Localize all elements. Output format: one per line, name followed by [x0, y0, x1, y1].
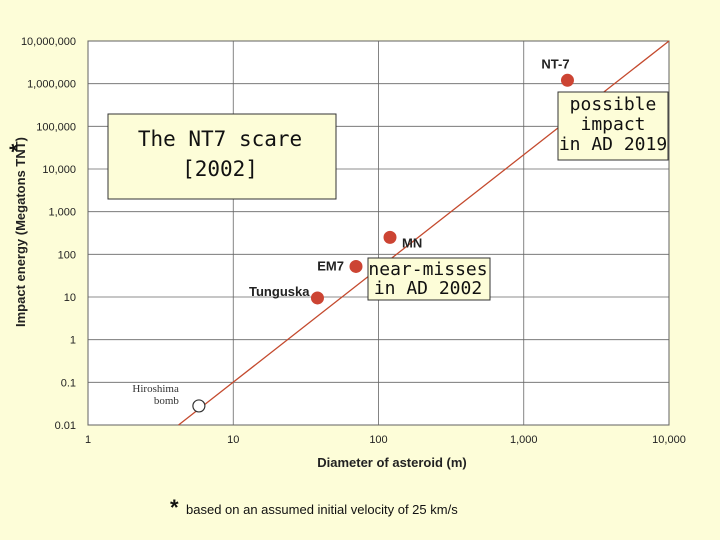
y-tick-label: 1,000,000: [27, 79, 76, 91]
point-label-hiroshima: Hiroshima: [132, 383, 179, 395]
y-tick-label: 1,000: [48, 207, 76, 219]
point-em7: [349, 259, 363, 273]
x-tick-label: 10: [227, 434, 239, 446]
possible-impact-box: [557, 91, 669, 161]
near-misses-line-1: near-misses: [368, 259, 487, 280]
y-tick-label: 10,000: [42, 164, 76, 176]
possible-impact-line-1: possible: [570, 94, 657, 115]
x-tick-label: 10,000: [652, 434, 686, 446]
x-tick-label: 1,000: [510, 434, 538, 446]
footnote-asterisk: *: [170, 495, 179, 520]
y-tick-labels: 0.01 0.1 1 10 100 1,000 10,000 100,000 1,000,000…: [21, 36, 76, 432]
point-label-hiroshima: bomb: [154, 395, 180, 407]
x-tick-label: 1: [85, 434, 91, 446]
x-tick-labels: 1 10 100 1,000 10,000: [85, 434, 686, 446]
footnote-text: based on an assumed initial velocity of …: [186, 502, 458, 517]
point-nt-7: [560, 73, 574, 87]
y-axis-title: Impact energy (Megatons TNT): [13, 137, 28, 327]
point-label-tunguska: Tunguska: [249, 284, 310, 299]
point-label-mn: MN: [402, 235, 422, 250]
point-tunguska: [310, 291, 324, 305]
y-tick-label: 100: [58, 249, 76, 261]
y-tick-label: 10: [64, 292, 76, 304]
point-mn: [383, 230, 397, 244]
point-hiroshima: [192, 399, 206, 413]
title-line-1: The NT7 scare: [138, 127, 302, 151]
y-tick-label: 0.1: [61, 377, 76, 389]
y-tick-label: 0.01: [55, 420, 76, 432]
point-label-em7: EM7: [317, 258, 344, 273]
y-tick-label: 10,000,000: [21, 36, 76, 48]
near-misses-line-2: in AD 2002: [374, 278, 482, 299]
point-label-nt-7: NT-7: [541, 56, 569, 71]
y-axis-asterisk: *: [5, 143, 30, 152]
possible-impact-line-3: in AD 2019: [559, 134, 667, 155]
x-tick-label: 100: [369, 434, 387, 446]
x-axis-title: Diameter of asteroid (m): [317, 455, 467, 470]
y-tick-label: 100,000: [36, 121, 76, 133]
title-box: [107, 113, 337, 200]
y-tick-label: 1: [70, 335, 76, 347]
possible-impact-line-2: impact: [580, 114, 645, 135]
near-misses-box: [367, 257, 491, 301]
title-line-2: [2002]: [182, 157, 258, 181]
